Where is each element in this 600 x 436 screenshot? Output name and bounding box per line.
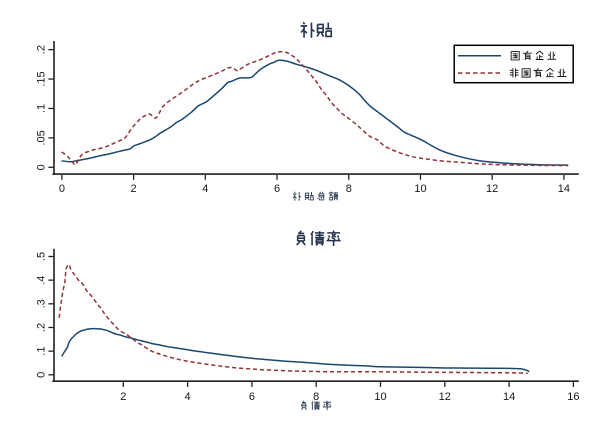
svg-text:.2: .2 bbox=[35, 45, 47, 54]
svg-text:6: 6 bbox=[249, 391, 255, 403]
svg-text:2: 2 bbox=[120, 391, 126, 403]
svg-text:.05: .05 bbox=[35, 130, 47, 145]
svg-text:14: 14 bbox=[503, 391, 515, 403]
svg-text:16: 16 bbox=[567, 391, 579, 403]
svg-text:.1: .1 bbox=[35, 347, 47, 356]
svg-text:10: 10 bbox=[414, 183, 426, 195]
svg-text:10: 10 bbox=[374, 391, 386, 403]
svg-text:0: 0 bbox=[59, 183, 65, 195]
svg-text:8: 8 bbox=[313, 391, 319, 403]
svg-text:6: 6 bbox=[274, 183, 280, 195]
svg-text:0: 0 bbox=[35, 164, 47, 170]
svg-text:0: 0 bbox=[35, 372, 47, 378]
svg-text:12: 12 bbox=[486, 183, 498, 195]
svg-text:.15: .15 bbox=[35, 71, 47, 86]
svg-text:.3: .3 bbox=[35, 299, 47, 308]
svg-text:.1: .1 bbox=[35, 104, 47, 113]
svg-text:4: 4 bbox=[202, 183, 208, 195]
svg-text:8: 8 bbox=[346, 183, 352, 195]
svg-text:2: 2 bbox=[131, 183, 137, 195]
svg-text:.4: .4 bbox=[35, 276, 47, 285]
svg-text:12: 12 bbox=[439, 391, 451, 403]
svg-text:4: 4 bbox=[185, 391, 191, 403]
svg-text:14: 14 bbox=[558, 183, 570, 195]
svg-text:.5: .5 bbox=[35, 252, 47, 261]
svg-text:.2: .2 bbox=[35, 323, 47, 332]
